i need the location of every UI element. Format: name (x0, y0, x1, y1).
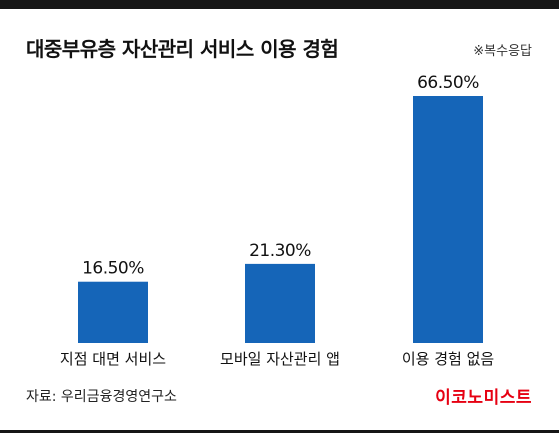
value-label-1: 16.50% (82, 259, 144, 279)
bar-2 (245, 263, 315, 343)
category-label-2: 모바일 자산관리 앱 (220, 350, 340, 368)
bar-1 (78, 281, 148, 343)
category-label-1: 지점 대면 서비스 (60, 350, 166, 368)
value-label-3: 66.50% (417, 73, 479, 93)
source-note: 자료: 우리금융경영연구소 (26, 389, 177, 405)
category-label-3: 이용 경험 없음 (402, 350, 494, 368)
bottom-rule (0, 430, 559, 433)
chart-title: 대중부유층 자산관리 서비스 이용 경험 (26, 37, 339, 61)
top-rule (0, 0, 559, 9)
bar-3 (413, 96, 483, 343)
multiple-response-note: ※복수응답 (473, 44, 532, 59)
publisher-logo: 이코노미스트 (435, 388, 532, 408)
value-label-2: 21.30% (249, 241, 311, 261)
